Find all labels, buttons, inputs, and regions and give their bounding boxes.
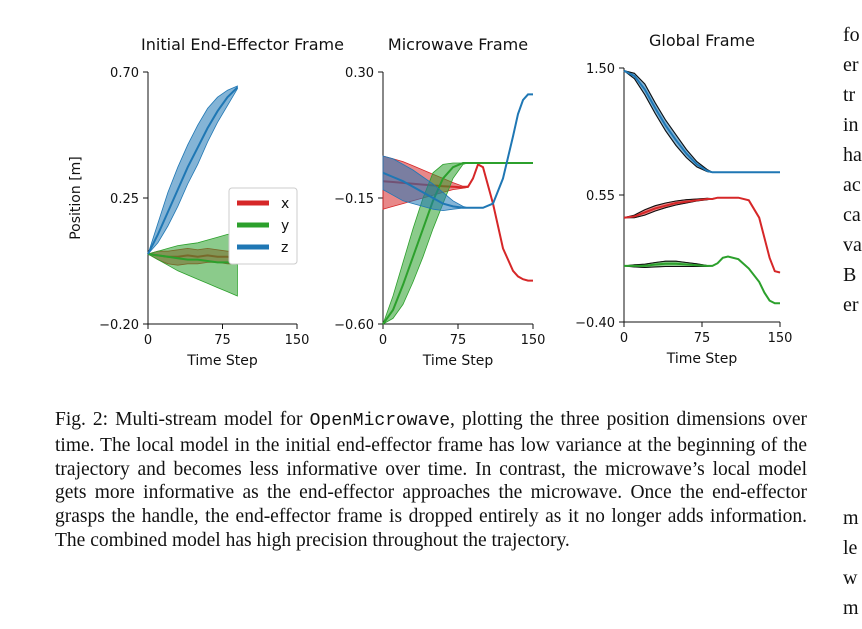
caption-text: , plotting the three position dimensions… (55, 409, 807, 551)
legend-label-x: x (281, 196, 289, 212)
side-column-lower: m le w m (843, 503, 859, 623)
subplot-title: Initial End-Effector Frame (141, 35, 344, 54)
side-text-line: tr (843, 84, 856, 106)
side-text-line: er (843, 294, 859, 316)
side-text-line: le (843, 537, 858, 559)
side-text-line: er (843, 54, 859, 76)
x-tick-label: 150 (285, 333, 310, 348)
side-text-line: w (843, 567, 858, 589)
x-tick-label: 0 (144, 333, 152, 348)
subplot-3: Global Frame 1.50 0.55 −0.40 0 75 150 Time Step (575, 31, 792, 367)
legend-label-y: y (281, 218, 289, 234)
series-z-band (382, 94, 533, 212)
y-tick-label: −0.40 (575, 316, 615, 331)
legend: xyz (228, 187, 298, 265)
y-tick-label: 0.25 (110, 192, 139, 207)
series-x-reference-upper (623, 197, 781, 274)
side-text-line: va (843, 234, 862, 256)
series-y-mean (382, 162, 533, 325)
subplot-title: Global Frame (649, 31, 755, 50)
y-tick-label: −0.15 (334, 192, 374, 207)
x-axis-label: Time Step (186, 353, 258, 369)
x-tick-label: 75 (214, 333, 231, 348)
x-tick-label: 0 (379, 333, 387, 348)
y-axis-label: Position [m] (68, 156, 84, 240)
x-tick-label: 150 (521, 333, 546, 348)
caption-label: Fig. 2: Multi-stream model for (55, 409, 310, 430)
series-y-band (146, 232, 238, 297)
series-z-mean (382, 93, 533, 209)
y-tick-label: 0.30 (345, 66, 374, 81)
y-tick-label: 0.70 (110, 66, 139, 81)
series-z-mean (147, 86, 239, 255)
y-tick-label: 0.55 (586, 189, 615, 204)
x-tick-label: 75 (450, 333, 467, 348)
side-text-line: ha (843, 144, 862, 166)
subplot-2: Microwave Frame 0.30 −0.15 −0.60 0 75 150 Time … (334, 35, 545, 369)
side-text-line: ca (843, 204, 861, 226)
series-z-mean (623, 69, 780, 174)
x-axis-label: Time Step (666, 351, 738, 367)
x-tick-label: 75 (694, 331, 711, 346)
y-tick-label: 1.50 (586, 62, 615, 77)
side-text-line: B (843, 264, 857, 286)
x-axis-label: Time Step (422, 353, 494, 369)
series-z-band (623, 70, 780, 173)
legend-label-z: z (281, 240, 288, 256)
side-text-line: ac (843, 174, 861, 196)
side-text-line: fo (843, 24, 860, 46)
series-y-mean (147, 253, 238, 265)
series-x-mean (623, 196, 781, 274)
y-tick-label: −0.60 (334, 318, 374, 333)
x-tick-label: 0 (620, 331, 628, 346)
subplot-title: Microwave Frame (388, 35, 528, 54)
series-z-reference-lower (623, 70, 780, 173)
series-z-reference-upper (623, 70, 780, 173)
side-text-line: in (843, 114, 859, 136)
side-text-line: m (843, 597, 859, 619)
caption-code: OpenMicrowave (309, 411, 451, 431)
figure-caption: Fig. 2: Multi-stream model for OpenMicro… (55, 408, 807, 553)
series-y-mean (624, 255, 780, 305)
y-tick-label: −0.20 (99, 318, 139, 333)
side-text-line: m (843, 507, 859, 529)
x-tick-label: 150 (768, 331, 793, 346)
